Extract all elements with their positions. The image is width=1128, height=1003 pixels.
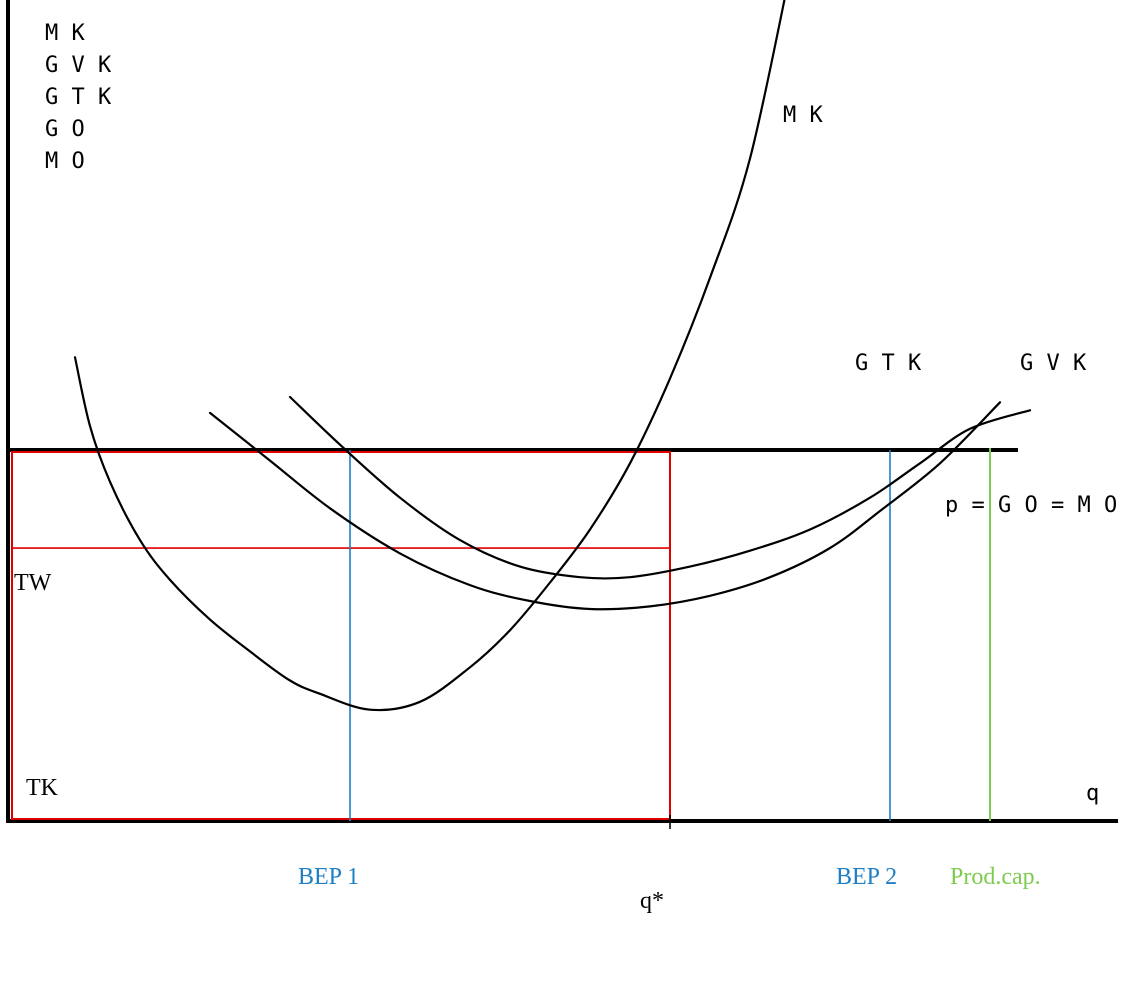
curve-label-gvk: G V K bbox=[1020, 351, 1087, 376]
y-label-gtk: G T K bbox=[45, 85, 112, 110]
cost-curves bbox=[73, 0, 1032, 712]
curve-gtk bbox=[208, 401, 1002, 611]
vertical-label-bep-2: BEP 2 bbox=[836, 864, 897, 890]
total-revenue-rect bbox=[11, 451, 671, 820]
tk-label: TK bbox=[26, 775, 59, 801]
vertical-label-bep-1: BEP 1 bbox=[298, 864, 359, 890]
vertical-lines: BEP 1 q* BEP 2 Prod.cap. bbox=[298, 448, 1041, 914]
vertical-label-prod-cap-: Prod.cap. bbox=[950, 864, 1041, 890]
y-label-mk: M K bbox=[45, 21, 85, 46]
y-label-go: G O bbox=[45, 117, 85, 142]
y-label-mo: M O bbox=[45, 149, 85, 174]
x-axis-label: q bbox=[1086, 781, 1099, 806]
tw-label: TW bbox=[14, 570, 52, 596]
curve-mk bbox=[73, 0, 786, 712]
curve-gvk bbox=[288, 395, 1032, 580]
curve-label-mk: M K bbox=[783, 103, 823, 128]
curve-label-gtk: G T K bbox=[855, 351, 922, 376]
y-label-gvk: G V K bbox=[45, 53, 112, 78]
vertical-label-q-: q* bbox=[640, 888, 664, 914]
price-label: p = G O = M O bbox=[945, 493, 1117, 518]
